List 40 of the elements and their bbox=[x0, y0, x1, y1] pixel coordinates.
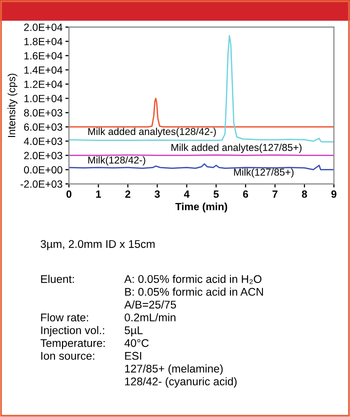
y-tick-label: 1.8E+04 bbox=[24, 38, 62, 46]
text: Temperature: 40°C bbox=[40, 339, 149, 350]
x-tick-label: 2 bbox=[125, 190, 130, 198]
text: Injection vol.: 5µL bbox=[41, 326, 143, 336]
text: Ion source: ESI bbox=[41, 352, 142, 360]
y-tick-label: 2.0E+03 bbox=[24, 152, 62, 160]
y-tick-label: 2.0E+04 bbox=[24, 24, 62, 31]
y-tick-label: 4.0E+03 bbox=[24, 138, 62, 146]
y-tick-label: 1.0E+04 bbox=[24, 94, 62, 102]
text: 128/42- (cyanuric acid) bbox=[125, 377, 237, 388]
y-axis-title: Intensity (cps) bbox=[8, 74, 18, 137]
y-tick-label: 1.4E+04 bbox=[24, 66, 62, 74]
x-tick-label: 8 bbox=[302, 190, 308, 198]
text: Eluent: A: 0.05% formic acid in H₂O bbox=[41, 274, 262, 284]
x-axis-title: Time (min) bbox=[175, 202, 228, 212]
x-tick-label: 5 bbox=[214, 190, 219, 198]
series-label: Milk added analytes(128/42-) bbox=[88, 128, 216, 138]
y-tick-label: 1.6E+04 bbox=[24, 52, 62, 60]
text: 127/85+ (melamine) bbox=[125, 364, 223, 375]
series-label: Milk added analytes(127/85+) bbox=[171, 144, 302, 153]
line-series bbox=[68, 98, 334, 128]
x-tick-label: 6 bbox=[243, 190, 248, 198]
series-label: Milk(128/42-) bbox=[88, 156, 146, 166]
text: B: 0.05% formic acid in ACN bbox=[125, 288, 263, 296]
x-tick-label: 3 bbox=[154, 190, 160, 198]
x-tick-label: 0 bbox=[66, 190, 72, 198]
line-series bbox=[68, 35, 334, 142]
x-tick-label: 9 bbox=[331, 190, 336, 198]
text: Flow rate: 0.2mL/min bbox=[41, 313, 176, 322]
x-tick-label: 4 bbox=[184, 190, 190, 198]
text: A/B=25/75 bbox=[124, 300, 176, 309]
y-tick-label: 8.0E+03 bbox=[24, 109, 62, 117]
series-label: Milk(127/85+) bbox=[234, 168, 294, 178]
y-tick-label: 6.0E+03 bbox=[24, 123, 62, 131]
x-tick-label: 1 bbox=[96, 190, 101, 198]
y-tick-label: -2.0E+03 bbox=[20, 180, 62, 188]
text: 3µm, 2.0mm ID x 15cm bbox=[40, 240, 155, 250]
x-tick-label: 7 bbox=[272, 190, 278, 198]
y-tick-label: 1.2E+04 bbox=[24, 80, 62, 88]
y-tick-label: 0.0E+00 bbox=[24, 166, 62, 174]
